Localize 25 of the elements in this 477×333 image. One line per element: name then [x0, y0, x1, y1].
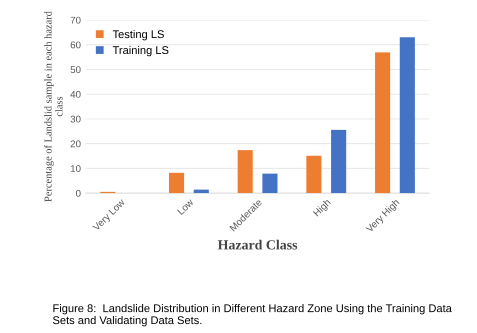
x-tick-label: Very Low [92, 198, 127, 233]
y-tick-label: 10 [70, 165, 81, 172]
bar [168, 172, 184, 194]
x-tick-label: High [312, 198, 332, 218]
y-tick-label: 60 [70, 41, 81, 48]
legend-label: Training LS [112, 46, 168, 56]
bar [375, 52, 390, 194]
y-axis-title: Percentage of Landslid sample in each hazard class [44, 11, 63, 202]
bar [331, 130, 346, 194]
y-tick-label: 40 [70, 90, 81, 98]
bar [306, 156, 322, 194]
y-tick-label: 70 [70, 16, 81, 24]
x-tick-label: Low [177, 198, 194, 216]
y-tick-label: 30 [70, 116, 81, 123]
y-tick-label: 0 [76, 190, 81, 197]
bar [262, 174, 278, 194]
y-tick-label: 50 [70, 66, 81, 74]
bar [194, 190, 209, 194]
bar [238, 150, 253, 194]
x-tick-label: Very High [365, 198, 401, 234]
bar [400, 37, 415, 194]
caption: Figure 8: Landslide Distribution in Different Hazard Zone Using the Training Data Sets and Validating Data Sets. [52, 304, 452, 326]
y-tick-label: 20 [70, 140, 81, 148]
legend-label: Testing LS [112, 30, 164, 40]
x-axis-title: Hazard Class [218, 240, 298, 250]
